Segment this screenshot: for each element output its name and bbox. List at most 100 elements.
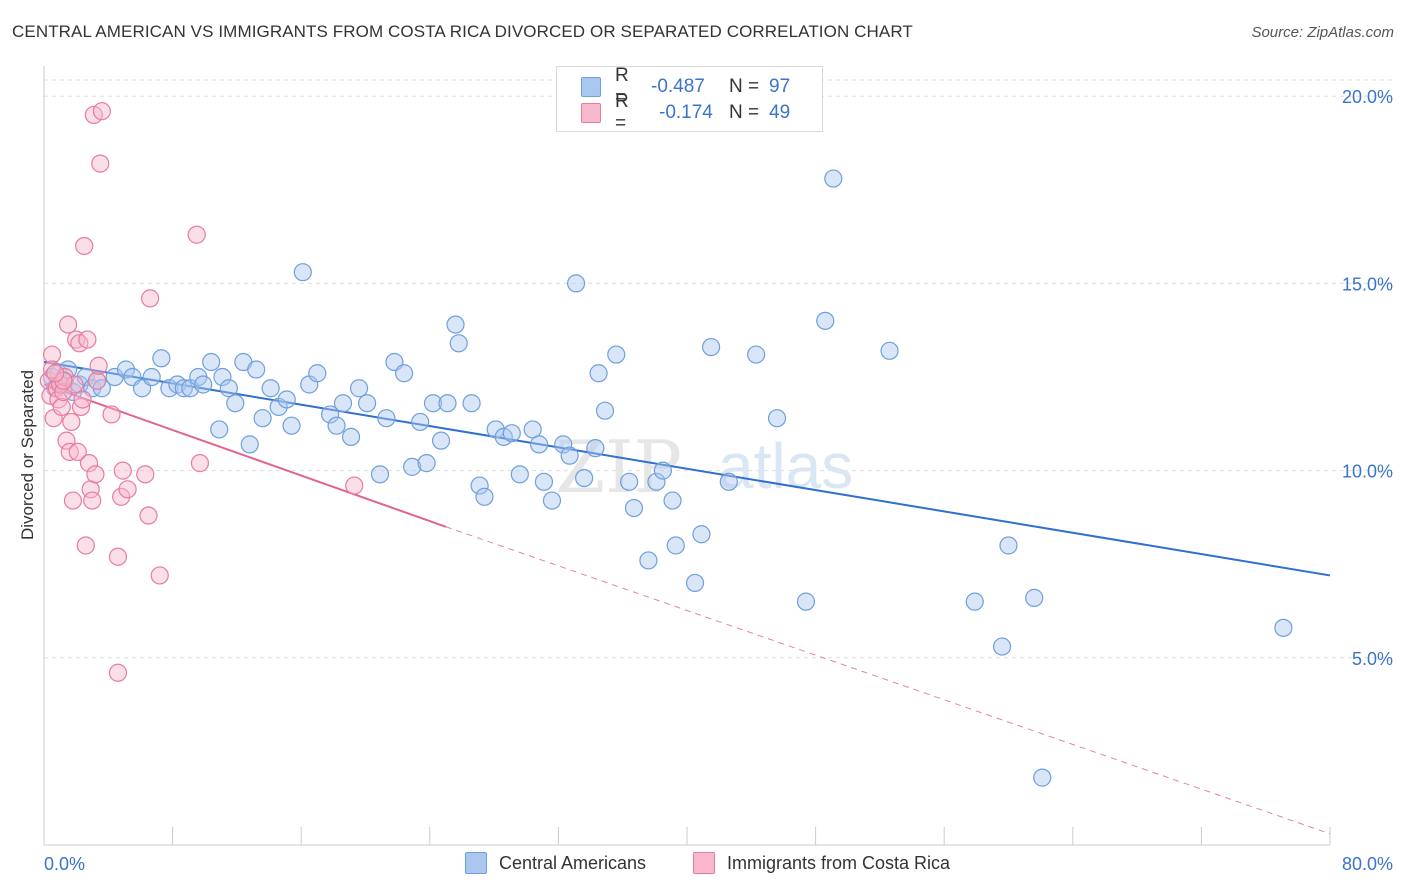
data-point-central-americans — [462, 394, 481, 413]
data-point-central-americans — [247, 360, 266, 379]
data-point-costa-rica — [187, 225, 206, 244]
data-point-central-americans — [394, 364, 414, 383]
watermark-zip: ZIP — [555, 425, 682, 509]
data-point-central-americans — [446, 315, 465, 334]
data-point-costa-rica — [86, 465, 105, 484]
data-point-central-americans — [475, 487, 494, 506]
data-point-central-americans — [502, 424, 521, 443]
trendline-costa-rica-extrapolated — [445, 526, 1331, 835]
data-point-central-americans — [282, 416, 301, 435]
data-point-central-americans — [174, 379, 193, 398]
data-point-costa-rica — [89, 356, 108, 375]
data-point-central-americans — [816, 311, 835, 330]
data-point-central-americans — [542, 491, 562, 510]
bottom-legend-costa-rica: Immigrants from Costa Rica — [693, 852, 950, 874]
legend-n-label: N = — [729, 102, 760, 123]
watermark-atlas: atlas — [718, 430, 853, 502]
data-point-central-americans — [566, 274, 586, 293]
data-point-costa-rica — [59, 315, 78, 334]
data-point-central-americans — [663, 491, 682, 510]
data-point-central-americans — [423, 394, 443, 413]
data-point-costa-rica — [78, 330, 97, 349]
data-point-central-americans — [880, 341, 899, 360]
data-point-costa-rica — [76, 536, 95, 555]
data-point-central-americans — [965, 592, 984, 611]
data-point-central-americans — [431, 431, 451, 450]
bottom-legend-swatch-pink — [693, 852, 715, 874]
data-point-central-americans — [438, 394, 457, 413]
data-point-costa-rica — [46, 364, 65, 383]
data-point-costa-rica — [140, 289, 160, 308]
data-point-costa-rica — [136, 465, 155, 484]
data-point-central-americans — [510, 465, 529, 484]
data-point-central-americans — [824, 169, 843, 188]
x-tick-label: 80.0% — [1342, 854, 1393, 874]
legend-n-label: N = — [729, 76, 760, 97]
data-point-central-americans — [261, 379, 280, 398]
data-point-central-americans — [116, 360, 136, 379]
data-point-central-americans — [417, 454, 436, 473]
data-point-costa-rica — [91, 154, 110, 173]
data-point-central-americans — [341, 427, 361, 447]
data-point-central-americans — [666, 536, 685, 555]
bottom-legend-central-americans: Central Americans — [465, 852, 646, 874]
data-point-costa-rica — [75, 236, 94, 256]
data-point-costa-rica — [118, 480, 137, 499]
data-point-central-americans — [1025, 588, 1044, 607]
data-point-costa-rica — [112, 487, 131, 506]
legend-r-value: -0.487 — [651, 76, 705, 97]
data-point-central-americans — [624, 498, 644, 518]
data-point-central-americans — [403, 457, 422, 476]
data-point-central-americans — [589, 364, 608, 383]
y-axis-label: Divorced or Separated — [18, 370, 37, 540]
data-point-costa-rica — [57, 431, 76, 450]
legend-r-value: -0.174 — [659, 102, 713, 123]
bottom-legend-label: Central Americans — [499, 852, 647, 873]
data-point-costa-rica — [92, 102, 111, 121]
data-point-costa-rica — [68, 442, 87, 461]
data-point-costa-rica — [63, 491, 83, 510]
x-tick-label: 0.0% — [44, 854, 85, 874]
legend-row-central-americans: R = -0.487 N = 97 — [581, 65, 790, 108]
data-point-central-americans — [523, 420, 542, 439]
data-point-costa-rica — [108, 663, 128, 682]
data-point-central-americans — [796, 592, 816, 611]
bottom-legend-swatch-blue — [465, 852, 487, 874]
data-point-central-americans — [470, 476, 489, 495]
data-point-costa-rica — [345, 476, 364, 495]
data-point-central-americans — [253, 409, 272, 428]
data-point-central-americans — [530, 435, 549, 454]
data-point-central-americans — [219, 379, 238, 398]
data-point-central-americans — [607, 345, 626, 364]
data-point-central-americans — [1033, 768, 1052, 787]
data-point-central-americans — [575, 468, 594, 488]
data-point-central-americans — [293, 263, 312, 282]
data-point-central-americans — [992, 637, 1012, 656]
data-point-central-americans — [358, 394, 377, 413]
data-point-central-americans — [370, 465, 390, 484]
legend-r-label: R = — [615, 91, 629, 134]
data-point-central-americans — [620, 472, 639, 491]
data-point-costa-rica — [65, 375, 84, 394]
points-layer — [39, 102, 1293, 787]
data-point-central-americans — [210, 420, 229, 439]
data-point-costa-rica — [150, 566, 169, 585]
legend-r-label: R = — [615, 65, 629, 108]
bottom-legend-label: Immigrants from Costa Rica — [727, 852, 951, 873]
data-point-central-americans — [1274, 618, 1293, 637]
trend-layer — [43, 361, 1331, 835]
data-point-costa-rica — [71, 397, 91, 417]
data-point-central-americans — [719, 472, 738, 491]
data-point-central-americans — [333, 394, 353, 413]
data-point-central-americans — [554, 435, 573, 454]
data-point-costa-rica — [83, 491, 102, 510]
data-point-central-americans — [586, 439, 605, 458]
trendline-costa-rica — [43, 383, 447, 528]
source-credit: Source: ZipAtlas.com — [1251, 24, 1394, 41]
watermark: ZIP atlas — [555, 425, 853, 509]
data-point-central-americans — [534, 472, 554, 491]
data-point-costa-rica — [73, 390, 92, 409]
data-point-central-americans — [226, 394, 245, 413]
data-point-central-americans — [685, 573, 705, 593]
legend-swatch-pink — [581, 103, 601, 123]
